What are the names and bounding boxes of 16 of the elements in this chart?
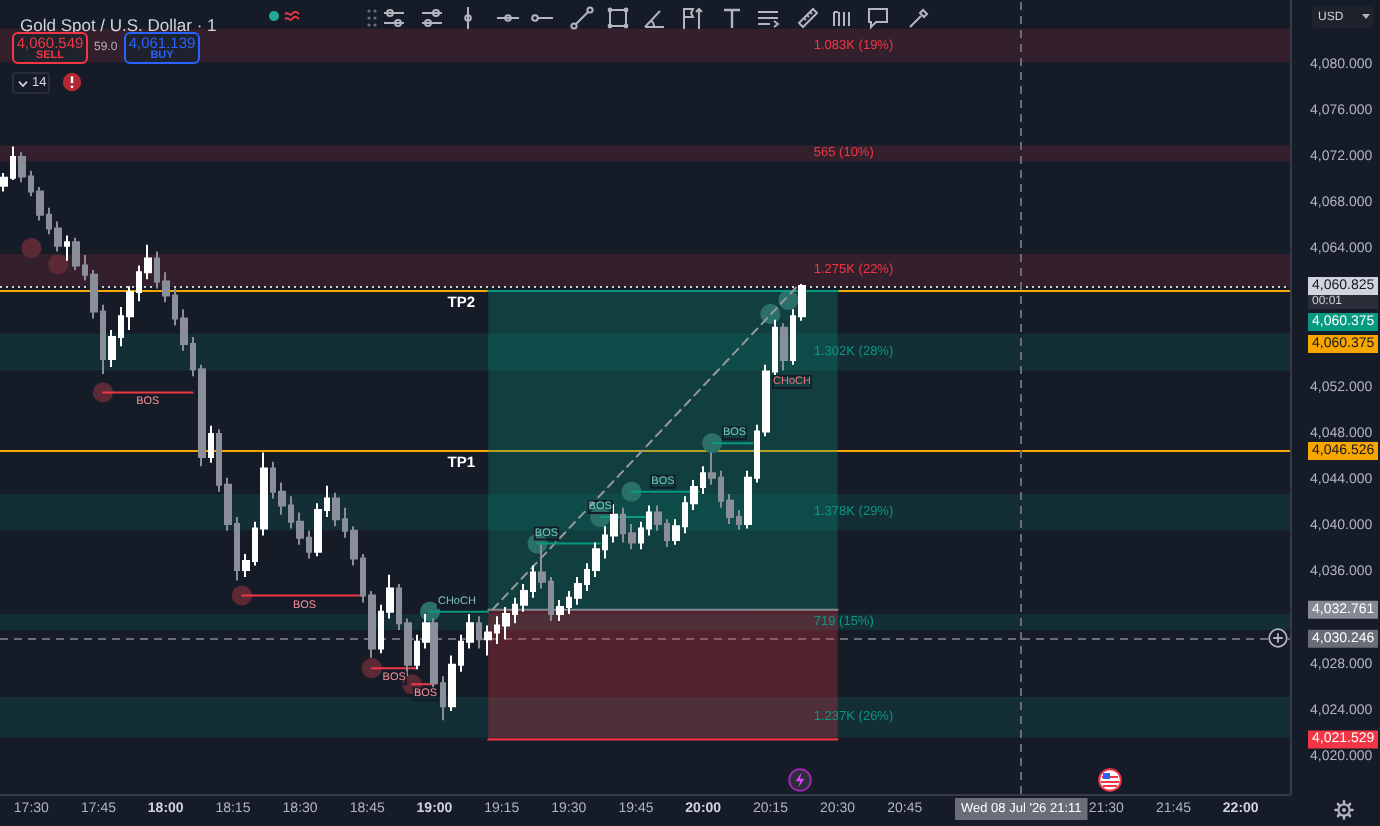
candlestick (502, 606, 510, 641)
point (361, 658, 382, 679)
candlestick (72, 236, 80, 272)
candlestick (476, 615, 482, 650)
point (21, 238, 42, 259)
candlestick (556, 599, 564, 622)
text: Gold Spot / U.S. Dollar · 1 (20, 15, 218, 35)
candlestick (64, 234, 70, 262)
candlestick (780, 322, 788, 372)
point (702, 433, 723, 454)
point (48, 254, 69, 275)
candlestick (484, 624, 492, 657)
point (621, 481, 642, 502)
point (231, 585, 252, 606)
candlestick (208, 424, 214, 464)
point (93, 382, 114, 403)
